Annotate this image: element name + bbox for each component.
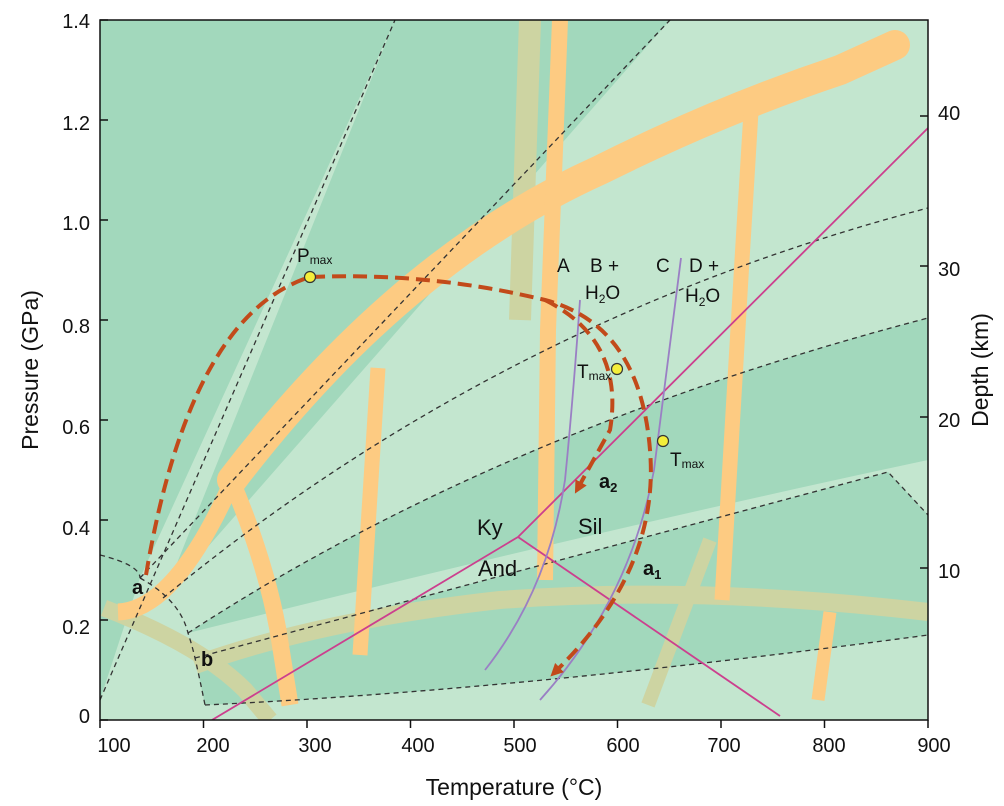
dashed-line-4 — [187, 317, 928, 634]
x-tick-200: 200 — [196, 735, 229, 757]
y-tick-0.4: 0.4 — [62, 518, 90, 540]
facies-band-wedge — [163, 20, 670, 598]
orange-band-lower-left — [224, 478, 299, 707]
dashed-line-1 — [100, 20, 396, 701]
label-tmax-a1: Tmax — [670, 450, 704, 471]
label-pmax-main: P — [297, 246, 310, 267]
y-tick-0: 0 — [79, 706, 90, 728]
label-reaction-b: B + — [590, 256, 619, 277]
label-h2o-d-main: H — [685, 286, 699, 307]
tmax-marker-a2 — [610, 362, 624, 376]
ky-and-line — [211, 536, 519, 720]
label-h2o-d: H2O — [685, 286, 720, 309]
y2-tick-20: 20 — [938, 410, 960, 432]
y-tick-1.2: 1.2 — [62, 113, 90, 135]
orange-band-vertical-4 — [811, 611, 837, 701]
y-tick-0.2: 0.2 — [62, 617, 90, 639]
dashed-line-2 — [139, 20, 671, 579]
pt-path-a2 — [544, 298, 615, 494]
label-h2o-b-tail: O — [605, 283, 620, 304]
y-tick-0.6: 0.6 — [62, 417, 90, 439]
x-tick-800: 800 — [812, 735, 845, 757]
label-path-a1-main: a — [643, 558, 655, 580]
dashed-line-6 — [204, 634, 928, 706]
label-andalusite: And — [478, 556, 517, 581]
y2-tick-10: 10 — [938, 561, 960, 583]
label-h2o-b-main: H — [585, 283, 599, 304]
y2-axis — [920, 115, 928, 569]
label-path-a2: a2 — [599, 471, 617, 495]
y-axis — [100, 19, 108, 721]
label-kyanite: Ky — [477, 515, 503, 540]
x-tick-400: 400 — [401, 735, 434, 757]
x-tick-100: 100 — [97, 735, 130, 757]
label-h2o-d-tail: O — [705, 286, 720, 307]
label-reaction-c: C — [656, 256, 670, 277]
plot-area — [100, 20, 928, 720]
x-axis-title: Temperature (°C) — [426, 774, 603, 800]
y2-tick-40: 40 — [938, 103, 960, 125]
label-path-a2-sub: 2 — [610, 480, 617, 495]
facies-band-upper — [100, 20, 395, 700]
label-path-a1-sub: 1 — [654, 567, 661, 582]
dashed-line-8 — [139, 577, 206, 706]
pt-path-a — [144, 274, 653, 677]
label-path-a1: a1 — [643, 558, 661, 582]
dashed-line-7 — [100, 554, 141, 579]
orange-band-vertical-1 — [352, 367, 386, 656]
label-reaction-d: D + — [689, 256, 719, 277]
dashed-line-3 — [162, 207, 928, 599]
label-tmax-a2-sub: max — [589, 369, 612, 383]
label-sillimanite: Sil — [578, 514, 602, 539]
y-tick-0.8: 0.8 — [62, 316, 90, 338]
reaction-curve-ab — [484, 299, 581, 671]
label-h2o-b-sub: 2 — [599, 292, 606, 306]
x-axis — [99, 720, 929, 728]
label-tmax-a2: Tmax — [577, 362, 611, 383]
orange-band-left — [117, 478, 240, 621]
orange-band-main — [217, 30, 910, 495]
pmax-marker — [303, 270, 317, 284]
label-tmax-a1-sub: max — [682, 457, 705, 471]
label-tmax-a1-main: T — [670, 450, 682, 471]
olive-band-vertical-top — [509, 20, 541, 321]
dashed-line-5 — [194, 471, 928, 659]
label-tmax-a2-main: T — [577, 362, 589, 383]
label-h2o-b: H2O — [585, 283, 620, 306]
y-tick-1.0: 1.0 — [62, 213, 90, 235]
label-reaction-a: A — [557, 256, 570, 277]
x-tick-300: 300 — [298, 735, 331, 757]
x-tick-700: 700 — [707, 735, 740, 757]
label-h2o-d-sub: 2 — [699, 295, 706, 309]
orange-band-vertical-2 — [537, 20, 568, 581]
and-sil-line — [517, 536, 781, 717]
x-tick-900: 900 — [917, 735, 950, 757]
label-path-b: b — [201, 649, 213, 671]
label-pmax-sub: max — [310, 253, 333, 267]
tmax-marker-a1 — [656, 434, 670, 448]
label-path-a2-main: a — [599, 471, 611, 493]
label-pmax: Pmax — [297, 246, 332, 267]
x-tick-500: 500 — [503, 735, 536, 757]
olive-band-right — [641, 537, 717, 708]
y2-tick-30: 30 — [938, 259, 960, 281]
y-axis-title: Pressure (GPa) — [17, 290, 43, 450]
orange-band-vertical-3 — [714, 94, 760, 601]
x-tick-600: 600 — [606, 735, 639, 757]
y-tick-1.4: 1.4 — [62, 11, 90, 33]
y2-axis-title: Depth (km) — [967, 313, 993, 427]
label-path-a: a — [132, 577, 144, 599]
